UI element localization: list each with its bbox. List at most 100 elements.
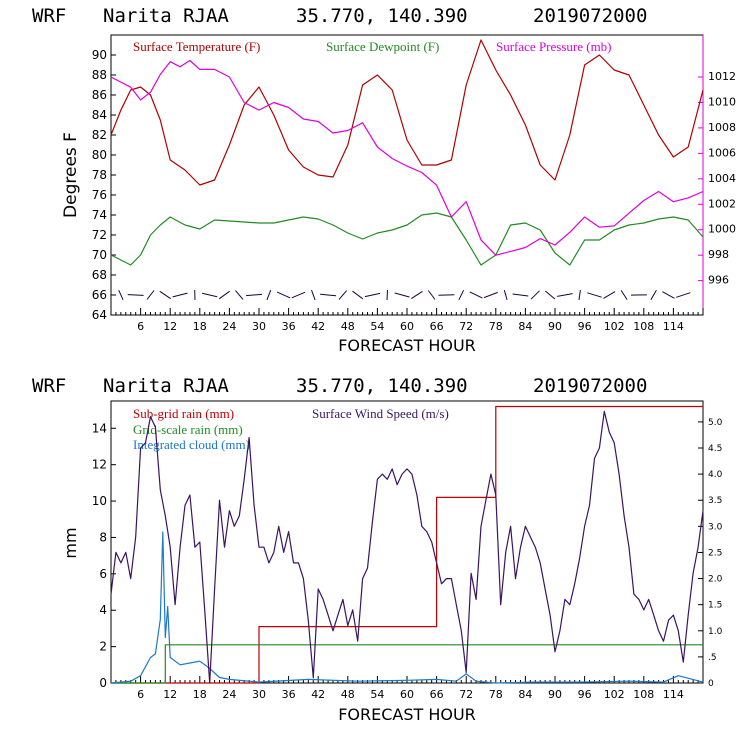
wind-barb-11	[159, 290, 171, 300]
top-xtick-label-10: 66	[430, 320, 444, 333]
top-ytick-label-13: 90	[92, 48, 107, 62]
top-ytick-label-0: 64	[92, 308, 107, 322]
bot-xtick-label-16: 102	[604, 688, 625, 701]
wind-barb-23	[218, 290, 230, 300]
bot-xtick-label-13: 84	[518, 688, 532, 701]
bot-xtick-label-2: 18	[193, 688, 207, 701]
top-header-station: Narita RJAA	[103, 5, 229, 27]
bottom-header-model: WRF	[32, 375, 66, 397]
bot-y2tick-label-0: 0	[708, 679, 714, 689]
bot-xtick-label-14: 90	[548, 688, 562, 701]
wind-barb-41	[311, 289, 316, 301]
wind-barb-89	[544, 290, 556, 300]
wind-barb-35	[276, 291, 291, 299]
wind-barb-32	[266, 289, 272, 301]
top-xtick-label-2: 18	[193, 320, 207, 333]
bottom-ylabel: mm	[61, 527, 80, 558]
top-xtick-label-12: 78	[489, 320, 503, 333]
top-xtick-label-14: 90	[548, 320, 562, 333]
bot-y2tick-label-1: .5	[708, 653, 717, 663]
top-xtick-label-1: 12	[163, 320, 177, 333]
wind-barb-8	[146, 290, 155, 300]
wind-barb-59	[394, 292, 410, 298]
top-xtick-label-3: 24	[222, 320, 236, 333]
wind-barb-113	[662, 291, 675, 299]
wind-barb-83	[512, 293, 529, 297]
bot-xtick-label-9: 60	[400, 688, 414, 701]
wind-barb-53	[364, 292, 381, 298]
top-ytick-label-6: 76	[92, 188, 107, 202]
wind-barb-116	[676, 292, 691, 298]
wind-barb-68	[438, 294, 455, 296]
bottom-header-coords: 35.770, 140.390	[296, 375, 468, 397]
top-xtick-label-6: 42	[311, 320, 325, 333]
bot-ytick-label-3: 6	[99, 567, 107, 581]
top-y2tick-label-2: 1000	[708, 223, 736, 236]
bot-ytick-label-7: 14	[92, 421, 107, 435]
bot-xtick-label-6: 42	[311, 688, 325, 701]
wind-barb-104	[620, 290, 628, 300]
top-ytick-label-4: 72	[92, 228, 107, 242]
bottom-header-init: 2019072000	[533, 375, 647, 397]
top-plot-frame	[110, 34, 704, 316]
integrated-cloud-line	[110, 531, 704, 684]
bot-xtick-label-8: 54	[370, 688, 384, 701]
top-y2tick-label-7: 1010	[708, 95, 736, 108]
bot-xtick-label-18: 114	[663, 688, 684, 701]
top-xtick-label-16: 102	[604, 320, 625, 333]
top-header-model: WRF	[32, 5, 66, 27]
wind-barb-38	[291, 291, 306, 299]
legend-surface-pressure: Surface Pressure (mb)	[496, 39, 612, 54]
bot-ytick-label-4: 8	[99, 530, 107, 544]
gridscale-rain-line	[111, 644, 703, 684]
top-header-coords: 35.770, 140.390	[296, 5, 468, 27]
top-ytick-label-10: 84	[92, 108, 107, 122]
wind-barb-110	[650, 290, 657, 300]
legend-integrated-cloud: Integrated cloud (mm)	[133, 437, 250, 452]
wind-barb-47	[338, 290, 348, 300]
top-ytick-label-1: 66	[92, 288, 107, 302]
bottom-header-station: Narita RJAA	[103, 375, 229, 397]
top-y2tick-label-8: 1012	[708, 70, 736, 83]
bot-y2tick-label-3: 1.5	[708, 601, 722, 611]
dewpoint-line	[110, 212, 704, 266]
wind-barb-86	[530, 290, 540, 300]
wind-barb-50	[352, 290, 364, 300]
bot-ytick-label-2: 4	[99, 603, 107, 617]
top-y2tick-label-5: 1006	[708, 146, 736, 159]
legend-surface-wind-speed: Surface Wind Speed (m/s)	[312, 406, 449, 421]
top-xtick-label-8: 54	[370, 320, 384, 333]
top-y2tick-label-6: 1008	[708, 121, 736, 134]
top-xtick-label-13: 84	[518, 320, 532, 333]
top-ytick-label-11: 86	[92, 88, 107, 102]
bot-ytick-label-5: 10	[92, 494, 107, 508]
legend-surface-temperature: Surface Temperature (F)	[133, 39, 260, 54]
wind-barb-92	[557, 293, 573, 297]
wind-barb-26	[235, 290, 244, 300]
bot-xtick-label-10: 66	[430, 688, 444, 701]
bot-xtick-label-1: 12	[163, 688, 177, 701]
top-header-init: 2019072000	[533, 5, 647, 27]
bot-xtick-label-15: 96	[578, 688, 592, 701]
top-xtick-label-11: 72	[459, 320, 473, 333]
wind-speed-line	[110, 410, 704, 684]
wind-barb-44	[320, 293, 337, 297]
top-ytick-label-3: 70	[92, 248, 107, 262]
pressure-line	[110, 59, 704, 256]
bot-y2tick-label-6: 3.0	[708, 522, 723, 532]
bot-xtick-label-11: 72	[459, 688, 473, 701]
bot-ytick-label-0: 0	[99, 676, 107, 690]
bot-y2tick-label-7: 3.5	[708, 496, 722, 506]
top-ytick-label-9: 82	[92, 128, 107, 142]
bottom-panel: WRF Narita RJAA 35.770, 140.390 20190720…	[32, 375, 723, 724]
top-xtick-label-0: 6	[137, 320, 144, 333]
wind-barb-2	[118, 289, 124, 301]
wind-barb-71	[458, 289, 465, 301]
wind-barb-98	[587, 292, 602, 298]
bot-xtick-label-3: 24	[222, 688, 236, 701]
wind-barb-77	[483, 291, 498, 299]
top-y2tick-label-0: 996	[708, 274, 729, 287]
wind-barb-80	[503, 289, 508, 301]
top-ytick-label-2: 68	[92, 268, 107, 282]
bot-xtick-label-4: 30	[252, 688, 266, 701]
